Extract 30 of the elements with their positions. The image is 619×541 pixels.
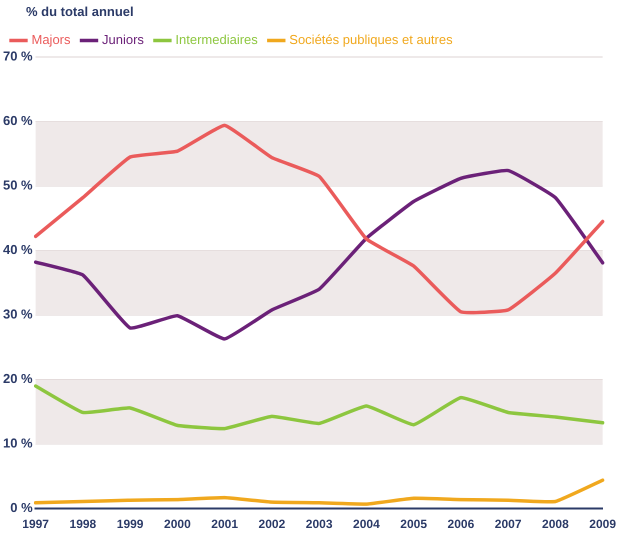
legend-label: Sociétés publiques et autres xyxy=(289,32,454,48)
legend-label: Majors xyxy=(32,32,72,48)
y-tick-label: 70 % xyxy=(2,48,34,64)
y-tick-label: 30 % xyxy=(2,306,34,322)
x-tick-label: 2006 xyxy=(448,517,475,532)
x-tick-label: 1999 xyxy=(116,517,144,532)
x-tick-label: 1997 xyxy=(22,517,50,532)
x-tick-label: 2005 xyxy=(400,517,428,532)
line-series xyxy=(34,168,604,341)
x-tick-label: 2004 xyxy=(353,517,380,532)
x-tick-label: 2003 xyxy=(306,517,333,532)
x-tick-label: 2001 xyxy=(211,517,238,532)
y-axis-title: % du total annuel xyxy=(26,4,134,20)
x-tick-label: 2000 xyxy=(164,517,192,532)
x-tick-label: 1998 xyxy=(70,517,97,532)
y-tick-label: 50 % xyxy=(2,178,34,193)
x-tick-label: 2009 xyxy=(589,517,616,532)
legend-label: Juniors xyxy=(102,32,144,48)
y-tick-label: 40 % xyxy=(2,242,34,258)
x-tick-label: 2008 xyxy=(542,517,570,532)
line-series xyxy=(34,384,604,430)
y-tick-label: 10 % xyxy=(2,436,34,451)
line-series xyxy=(34,124,604,314)
y-tick-label: 0 % xyxy=(10,500,34,516)
y-tick-label: 20 % xyxy=(2,371,34,386)
legend-label: Intermediaires xyxy=(175,32,258,48)
y-tick-label: 60 % xyxy=(2,113,34,128)
x-tick-label: 2007 xyxy=(494,517,522,532)
x-tick-label: 2002 xyxy=(258,517,286,532)
line-series xyxy=(34,478,604,506)
